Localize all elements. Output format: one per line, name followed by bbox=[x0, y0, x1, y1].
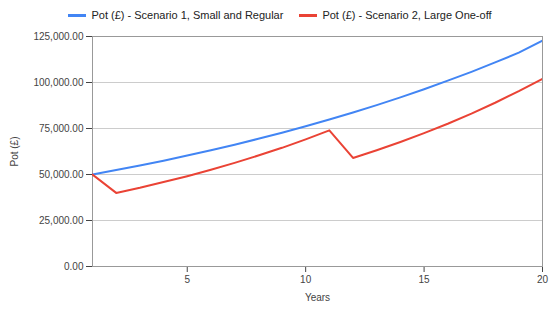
svg-text:25,000.00: 25,000.00 bbox=[39, 215, 84, 226]
svg-text:20: 20 bbox=[537, 274, 549, 285]
svg-text:125,000.00: 125,000.00 bbox=[33, 31, 83, 42]
svg-text:5: 5 bbox=[184, 274, 190, 285]
svg-text:10: 10 bbox=[300, 274, 312, 285]
svg-text:Pot (£): Pot (£) bbox=[9, 136, 20, 166]
svg-text:50,000.00: 50,000.00 bbox=[39, 169, 84, 180]
svg-text:100,000.00: 100,000.00 bbox=[33, 77, 83, 88]
svg-text:75,000.00: 75,000.00 bbox=[39, 123, 84, 134]
html-text:Pot (£) - Scenario 2, Large On: Pot (£) - Scenario 2, Large One-off bbox=[322, 9, 492, 21]
svg-text:15: 15 bbox=[419, 274, 431, 285]
html-text:Pot (£) - Scenario 1, Small an: Pot (£) - Scenario 1, Small and Regular bbox=[91, 9, 284, 21]
svg-text:0.00: 0.00 bbox=[64, 261, 84, 272]
svg-text:Years: Years bbox=[305, 292, 330, 303]
